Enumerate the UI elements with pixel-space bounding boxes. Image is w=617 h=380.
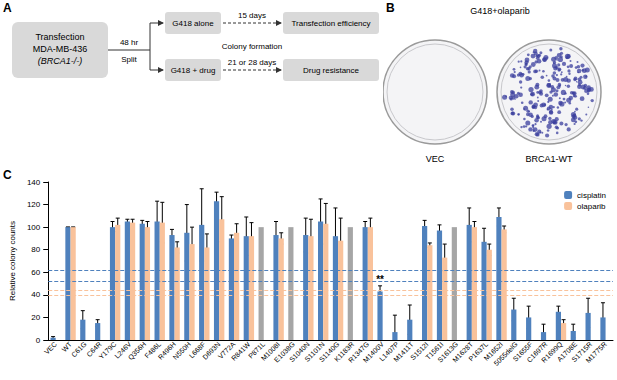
svg-text:V772A: V772A	[216, 340, 237, 361]
svg-text:60: 60	[31, 268, 40, 277]
svg-text:R1347G: R1347G	[346, 340, 371, 364]
svg-text:Colony formation: Colony formation	[222, 42, 282, 51]
svg-text:VEC: VEC	[43, 341, 58, 356]
svg-text:C1697R: C1697R	[525, 340, 549, 364]
svg-text:40: 40	[31, 290, 40, 299]
svg-text:Split: Split	[121, 55, 137, 64]
svg-text:100: 100	[27, 223, 41, 232]
svg-text:120: 120	[27, 200, 41, 209]
svg-text:F486L: F486L	[143, 340, 163, 360]
svg-text:L668F: L668F	[187, 340, 207, 360]
html-text:C: C	[3, 168, 12, 182]
svg-text:**: **	[376, 274, 384, 285]
svg-text:Drug resistance: Drug resistance	[303, 66, 360, 75]
svg-text:E1038G: E1038G	[272, 340, 296, 364]
svg-text:T1561I: T1561I	[424, 340, 445, 361]
svg-text:L246V: L246V	[113, 340, 133, 360]
svg-text:R841W: R841W	[230, 340, 252, 362]
svg-text:15 days: 15 days	[238, 11, 266, 20]
svg-text:C64R: C64R	[85, 340, 103, 359]
svg-text:S1512I: S1512I	[409, 340, 430, 362]
svg-text:K1183R: K1183R	[333, 340, 356, 363]
svg-text:Y179C: Y179C	[97, 340, 118, 361]
svg-text:A1708E: A1708E	[555, 340, 579, 364]
svg-text:S1140G: S1140G	[317, 340, 341, 364]
svg-text:A: A	[3, 1, 12, 15]
svg-text:140: 140	[27, 178, 41, 187]
svg-text:21 or 28 days: 21 or 28 days	[228, 58, 276, 67]
svg-text:R1699Q: R1699Q	[540, 340, 564, 364]
svg-text:Transfection efficiency: Transfection efficiency	[291, 19, 370, 28]
svg-text:P1637L: P1637L	[467, 340, 490, 363]
svg-text:N550H: N550H	[172, 341, 192, 361]
svg-text:G418 alone: G418 alone	[172, 19, 214, 28]
svg-text:S1715R: S1715R	[570, 340, 594, 364]
svg-text:Transfection: Transfection	[35, 32, 84, 42]
svg-text:M1652I: M1652I	[482, 340, 504, 362]
svg-text:L1407P: L1407P	[378, 340, 400, 363]
svg-text:C61G: C61G	[70, 341, 88, 359]
svg-text:VEC: VEC	[426, 154, 445, 164]
svg-text:BRCA1-WT: BRCA1-WT	[526, 154, 574, 164]
svg-text:Q356H: Q356H	[127, 341, 148, 362]
svg-text:0: 0	[36, 336, 41, 345]
svg-text:M1411T: M1411T	[392, 340, 415, 364]
svg-text:B: B	[386, 1, 395, 15]
svg-text:MDA-MB-436: MDA-MB-436	[33, 44, 88, 54]
svg-text:S1040N: S1040N	[288, 340, 311, 364]
svg-text:M1628T: M1628T	[451, 340, 475, 364]
svg-text:D693N: D693N	[201, 340, 222, 361]
svg-text:M1008I: M1008I	[259, 340, 282, 362]
svg-text:G418 + drug: G418 + drug	[171, 66, 216, 75]
svg-text:S1101N: S1101N	[303, 340, 326, 363]
svg-text:olaparib: olaparib	[577, 202, 606, 211]
svg-text:P871L: P871L	[247, 340, 267, 360]
svg-text:R496H: R496H	[156, 340, 177, 361]
svg-text:20: 20	[31, 313, 40, 322]
svg-text:(BRCA1-/-): (BRCA1-/-)	[38, 56, 83, 66]
svg-text:S1655F: S1655F	[511, 340, 534, 363]
svg-text:Relative colony counts: Relative colony counts	[8, 221, 17, 301]
svg-text:WT: WT	[60, 340, 73, 354]
svg-text:S1613G: S1613G	[436, 340, 460, 364]
svg-text:M1775R: M1775R	[584, 341, 608, 365]
svg-text:G418+olaparib: G418+olaparib	[470, 6, 529, 16]
svg-text:48 hr: 48 hr	[120, 38, 139, 47]
svg-text:cisplatin: cisplatin	[577, 191, 606, 200]
svg-text:M1400V: M1400V	[361, 340, 386, 364]
svg-text:5055delG: 5055delG	[492, 340, 519, 367]
svg-text:80: 80	[31, 245, 40, 254]
